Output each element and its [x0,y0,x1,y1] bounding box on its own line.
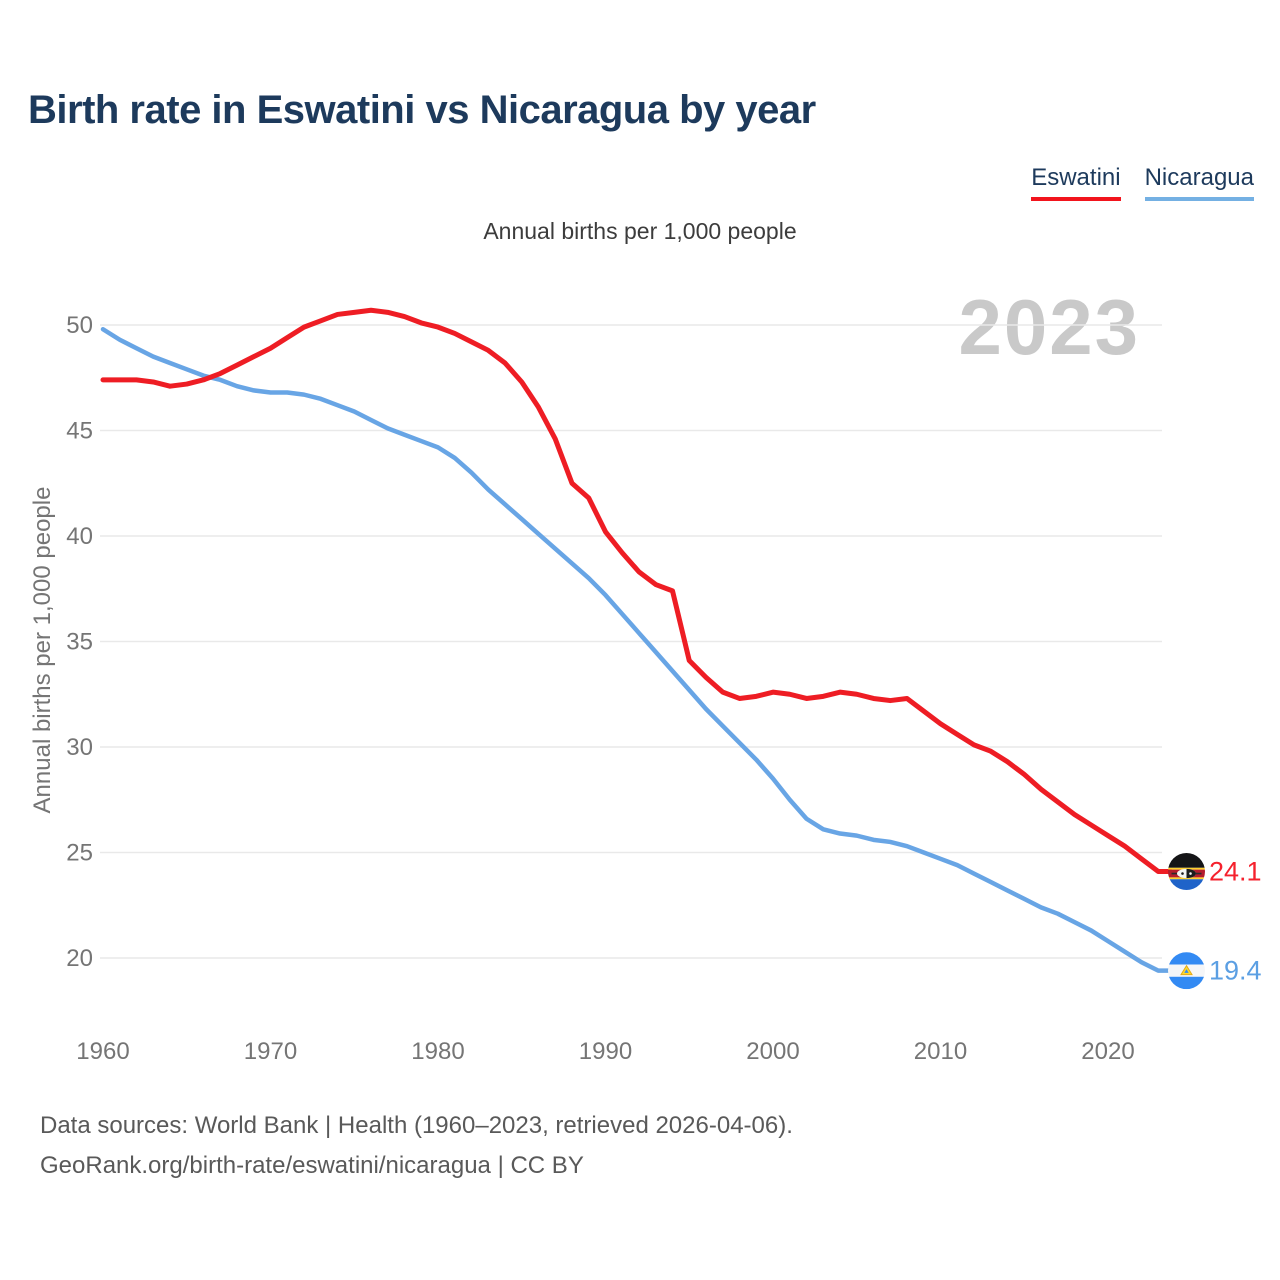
data-source-footer: Data sources: World Bank | Health (1960–… [40,1106,793,1186]
x-tick-label-1980: 1980 [411,1038,464,1065]
series-line-nicaragua [100,326,1173,973]
end-value-label-nicaragua: 19.4 [1209,956,1262,986]
eswatini-flag-icon [1168,852,1205,890]
x-tick-label-2010: 2010 [914,1038,967,1065]
y-tick-label-30: 30 [66,734,93,761]
series-line-eswatini [100,307,1173,874]
footer-sources-line: Data sources: World Bank | Health (1960–… [40,1112,793,1139]
chart-title: Birth rate in Eswatini vs Nicaragua by y… [28,88,816,132]
nicaragua-flag-icon [1168,952,1205,990]
end-value-label-eswatini: 24.1 [1209,856,1262,886]
chart-subtitle: Annual births per 1,000 people [483,218,797,244]
y-tick-label-20: 20 [66,945,93,972]
legend-item-nicaragua[interactable]: Nicaragua [1144,164,1254,201]
x-tick-label-1990: 1990 [579,1038,632,1065]
legend: Eswatini Nicaragua [1031,164,1254,201]
y-tick-label-50: 50 [66,312,93,339]
x-tick-label-1960: 1960 [76,1038,129,1065]
y-tick-label-25: 25 [66,840,93,867]
legend-item-eswatini[interactable]: Eswatini [1031,164,1121,201]
watermark-year: 2023 [958,283,1140,371]
y-tick-label-45: 45 [66,418,93,445]
y-tick-label-40: 40 [66,523,93,550]
footer-link-line: GeoRank.org/birth-rate/eswatini/nicaragu… [40,1152,584,1179]
x-tick-label-2020: 2020 [1081,1038,1134,1065]
x-tick-label-1970: 1970 [244,1038,297,1065]
x-tick-label-2000: 2000 [746,1038,799,1065]
y-tick-label-35: 35 [66,629,93,656]
